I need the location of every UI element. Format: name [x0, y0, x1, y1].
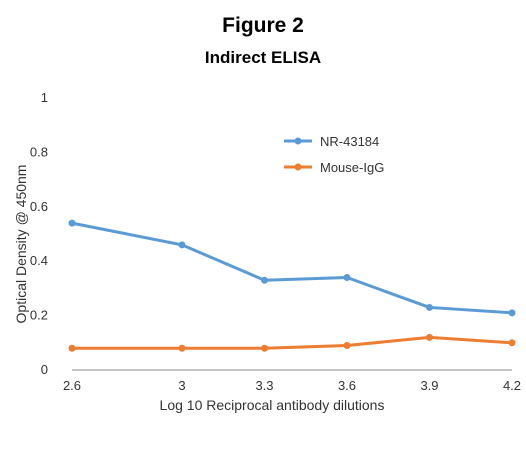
data-point	[178, 344, 186, 352]
x-tick-label: 3.3	[255, 378, 273, 393]
data-point	[343, 274, 351, 282]
x-tick-label: 3	[178, 378, 185, 393]
x-tick-label: 2.6	[63, 378, 81, 393]
legend-item: NR-43184	[284, 134, 379, 149]
y-tick-label: 0.4	[30, 253, 48, 268]
data-point	[426, 333, 433, 341]
data-point	[261, 276, 268, 284]
legend-label: NR-43184	[320, 134, 379, 149]
y-tick-label: 0.6	[30, 199, 48, 214]
y-axis-title: Optical Density @ 450nm	[13, 165, 29, 324]
x-tick-label: 3.6	[338, 378, 356, 393]
legend-marker	[294, 137, 302, 145]
x-tick-label: 4.2	[503, 378, 521, 393]
y-tick-label: 0.2	[30, 308, 48, 323]
data-point	[178, 241, 186, 249]
data-point	[68, 219, 76, 227]
y-tick-label: 1	[41, 90, 48, 105]
legend-item: Mouse-IgG	[284, 160, 384, 175]
x-axis-title: Log 10 Reciprocal antibody dilutions	[160, 397, 385, 413]
y-axis-ticks: 0 0.2 0.4 0.6 0.8 1	[30, 90, 48, 377]
data-point	[261, 344, 268, 352]
y-tick-label: 0	[41, 362, 48, 377]
data-point	[508, 339, 516, 347]
series-1	[68, 219, 516, 317]
series-line	[72, 335, 513, 350]
data-point	[68, 344, 76, 352]
data-point	[343, 342, 351, 350]
figure-title: Figure 2	[222, 14, 304, 37]
data-point	[508, 309, 516, 317]
chart-title: Indirect ELISA	[204, 48, 322, 67]
y-tick-label: 0.8	[30, 144, 48, 159]
data-point	[426, 303, 433, 311]
x-axis-ticks: 2.6 3 3.3 3.6 3.9 4.2	[63, 378, 521, 393]
legend: NR-43184 Mouse-IgG	[284, 134, 384, 175]
x-tick-label: 3.9	[420, 378, 438, 393]
legend-marker	[294, 163, 302, 171]
series-2	[68, 333, 516, 352]
series-line	[71, 221, 513, 315]
legend-label: Mouse-IgG	[320, 160, 384, 175]
series-layer	[68, 219, 516, 352]
